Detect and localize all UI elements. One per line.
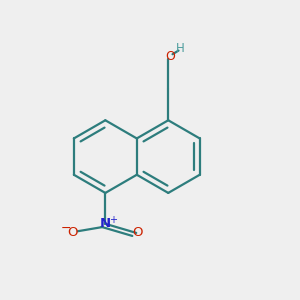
Text: O: O: [165, 50, 175, 63]
Text: −: −: [61, 222, 71, 235]
Text: N: N: [100, 217, 111, 230]
Text: +: +: [109, 215, 117, 225]
Text: H: H: [176, 42, 185, 55]
Text: O: O: [133, 226, 143, 239]
Text: O: O: [68, 226, 78, 239]
